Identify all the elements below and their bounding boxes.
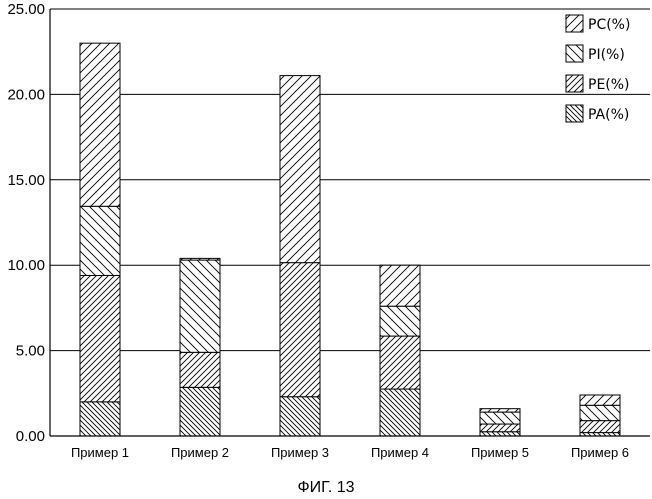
bar-segment-pe-6: [580, 421, 620, 433]
bar-segment-pe-3: [280, 263, 320, 397]
bar-segment-pc-3: [280, 76, 320, 263]
bar-segment-pc-2: [180, 258, 220, 260]
legend-label-pe: PE(%): [588, 77, 630, 93]
bar-segment-pi-4: [380, 306, 420, 336]
legend-swatch-pi: [566, 45, 583, 62]
figure-caption: ФИГ. 13: [297, 479, 354, 496]
bar-segment-pi-5: [480, 412, 520, 424]
x-category-label: Пример 1: [71, 445, 129, 460]
y-tick-label: 5.00: [16, 343, 45, 360]
bar-segment-pa-1: [80, 402, 120, 436]
legend-swatch-pc: [566, 15, 583, 32]
bar-segment-pc-5: [480, 409, 520, 412]
y-tick-label: 15.00: [7, 172, 45, 189]
x-category-labels: Пример 1 Пример 2 Пример 3 Пример 4 Пример 5…: [71, 445, 629, 460]
legend-swatch-pa: [566, 105, 583, 122]
bar-segment-pc-1: [80, 43, 120, 206]
x-category-label: Пример 6: [571, 445, 629, 460]
bar-segment-pe-1: [80, 275, 120, 401]
bar-segment-pa-5: [480, 432, 520, 436]
bar-segment-pc-6: [580, 395, 620, 405]
x-category-label: Пример 4: [371, 445, 429, 460]
bar-segment-pe-5: [480, 424, 520, 432]
y-tick-labels: 0.00 5.00 10.00 15.00 20.00 25.00: [7, 1, 45, 445]
legend-label-pc: PC(%): [588, 17, 630, 33]
grid-lines: [50, 9, 650, 351]
legend-swatch-pe: [566, 75, 583, 92]
y-tick-label: 10.00: [7, 257, 45, 274]
bar-segment-pi-2: [180, 260, 220, 352]
bar-segment-pa-2: [180, 387, 220, 436]
bar-segment-pi-6: [580, 405, 620, 420]
axes: [50, 9, 650, 436]
bar-segment-pi-1: [80, 206, 120, 275]
y-tick-label: 25.00: [7, 1, 45, 18]
legend-label-pa: PA(%): [588, 107, 629, 123]
bar-segment-pa-4: [380, 389, 420, 436]
bars: [80, 43, 620, 436]
y-tick-label: 20.00: [7, 86, 45, 103]
bar-segment-pe-2: [180, 352, 220, 387]
x-category-label: Пример 5: [471, 445, 529, 460]
y-tick-label: 0.00: [16, 428, 45, 445]
bar-segment-pe-4: [380, 336, 420, 389]
bar-segment-pa-3: [280, 397, 320, 436]
legend: PC(%) PI(%) PE(%) PA(%): [566, 15, 630, 123]
x-category-label: Пример 2: [171, 445, 229, 460]
x-category-label: Пример 3: [271, 445, 329, 460]
bar-segment-pc-4: [380, 265, 420, 306]
legend-label-pi: PI(%): [588, 47, 625, 63]
